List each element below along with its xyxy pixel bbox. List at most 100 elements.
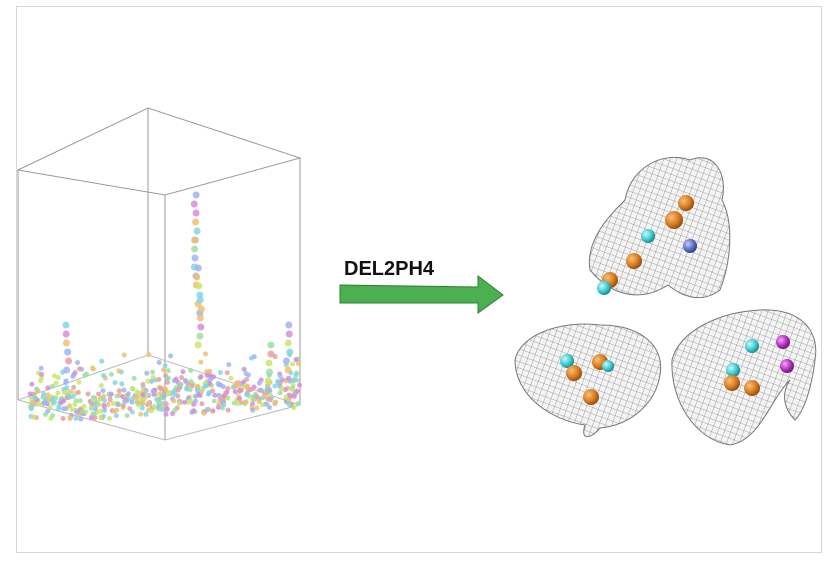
point <box>145 400 151 406</box>
point <box>41 401 47 407</box>
point <box>172 407 178 413</box>
point <box>185 381 191 387</box>
point <box>225 407 231 413</box>
point <box>35 388 41 394</box>
point <box>133 395 139 401</box>
point <box>285 321 293 329</box>
point <box>297 382 303 388</box>
point <box>228 375 234 381</box>
point <box>68 389 74 395</box>
point <box>233 380 239 386</box>
point <box>139 405 145 411</box>
point <box>97 396 103 402</box>
point <box>284 339 292 347</box>
point <box>62 321 70 329</box>
point <box>105 401 111 407</box>
point <box>140 392 146 398</box>
point <box>237 395 243 401</box>
point <box>196 391 202 397</box>
point <box>77 398 83 404</box>
point <box>99 358 105 364</box>
point <box>217 369 223 375</box>
point <box>41 391 47 397</box>
point <box>284 366 292 374</box>
point <box>27 391 33 397</box>
point <box>230 384 236 390</box>
point <box>79 408 85 414</box>
point <box>72 402 78 408</box>
point <box>135 402 141 408</box>
point <box>197 305 205 313</box>
point <box>209 388 215 394</box>
point <box>196 314 204 322</box>
point <box>70 393 76 399</box>
point <box>295 401 301 407</box>
point <box>250 407 256 413</box>
point <box>75 389 81 395</box>
point <box>293 372 299 378</box>
point <box>191 254 199 262</box>
point <box>196 296 204 304</box>
point <box>207 380 213 386</box>
point <box>221 393 227 399</box>
point <box>64 385 70 391</box>
point <box>119 381 125 387</box>
point <box>112 380 118 386</box>
point <box>286 375 292 381</box>
point <box>206 391 212 397</box>
point <box>277 374 283 380</box>
point <box>47 405 53 411</box>
point <box>131 375 137 381</box>
point <box>129 396 135 402</box>
point <box>114 393 120 399</box>
point <box>39 371 45 377</box>
point <box>45 408 51 414</box>
point <box>191 236 199 244</box>
point <box>243 370 249 376</box>
point <box>164 405 170 411</box>
point <box>71 384 77 390</box>
point <box>165 379 171 385</box>
point <box>62 330 70 338</box>
point <box>63 380 69 386</box>
point <box>64 348 72 356</box>
point <box>232 389 238 395</box>
point <box>165 368 171 374</box>
point <box>265 368 273 376</box>
point <box>290 361 296 367</box>
point <box>294 377 300 383</box>
pharmacophore-right <box>671 309 817 446</box>
point <box>199 401 205 407</box>
point <box>262 393 268 399</box>
point <box>170 389 176 395</box>
point <box>108 391 114 397</box>
point <box>127 406 133 412</box>
point <box>102 397 108 403</box>
point <box>264 377 272 385</box>
point <box>221 402 227 408</box>
point <box>55 390 61 396</box>
point <box>116 388 122 394</box>
point <box>150 389 156 395</box>
point <box>89 401 95 407</box>
point <box>168 353 174 359</box>
point <box>92 406 98 412</box>
point <box>266 404 272 410</box>
point <box>258 387 264 393</box>
point <box>267 350 275 358</box>
point <box>124 397 130 403</box>
point <box>77 366 83 372</box>
point <box>294 388 300 394</box>
point <box>36 401 42 407</box>
point <box>134 390 140 396</box>
point <box>192 209 200 217</box>
point <box>56 406 62 412</box>
point <box>182 399 188 405</box>
point <box>45 392 51 398</box>
point <box>198 374 204 380</box>
point <box>264 401 270 407</box>
point <box>162 386 168 392</box>
point <box>114 407 120 413</box>
point <box>83 371 89 377</box>
point <box>244 377 250 383</box>
